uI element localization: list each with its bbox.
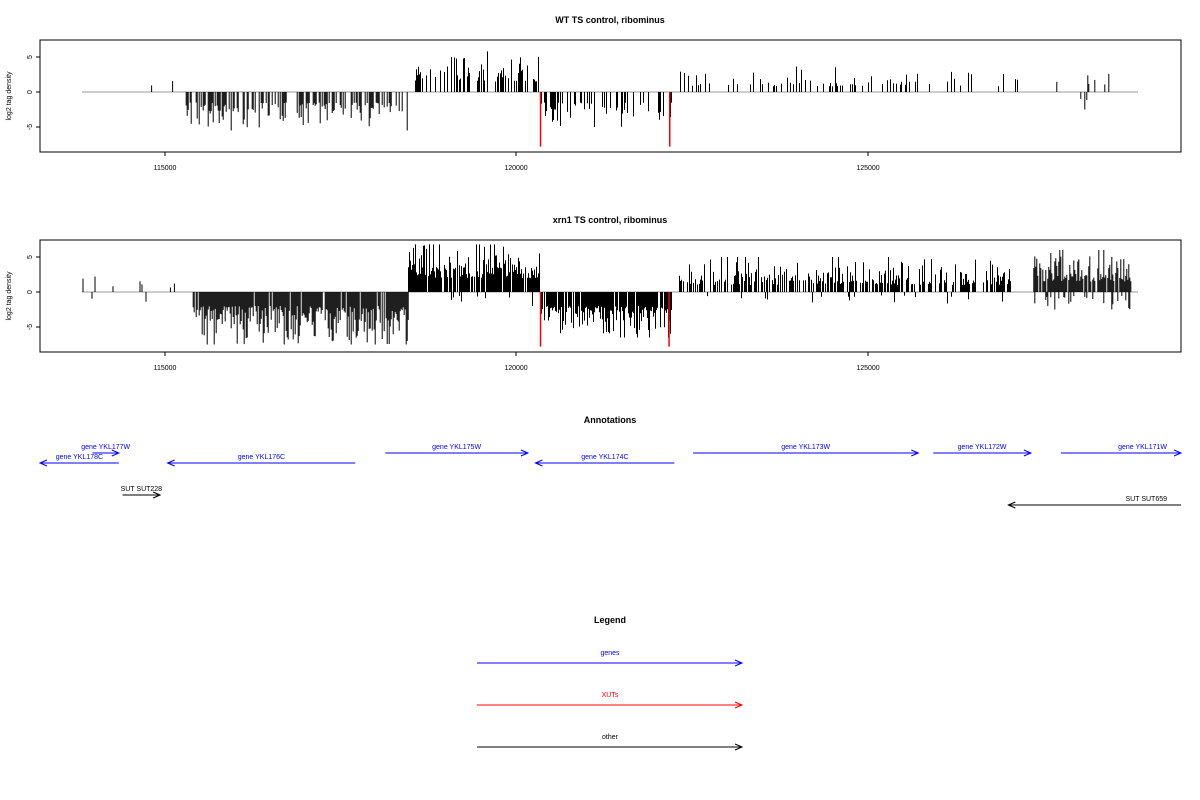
arrowhead-icon — [534, 459, 543, 467]
y-tick-label: -5 — [27, 124, 34, 130]
annotation-feature: gene YKL177W — [81, 444, 131, 457]
legend: Legend genes XUTs other — [477, 615, 744, 751]
arrowhead-icon — [734, 743, 744, 751]
annotation-feature: gene YKL175W — [385, 444, 530, 457]
arrowhead-icon — [166, 459, 175, 467]
x-tick-label: 125000 — [856, 165, 879, 172]
arrowhead-icon — [111, 449, 121, 457]
feature-label: gene YKL176C — [238, 454, 285, 461]
panel-title: WT TS control, ribominus — [555, 15, 665, 25]
x-tick-label: 120000 — [504, 365, 527, 372]
y-axis-label: log2 tag density — [6, 71, 13, 121]
legend-label: genes — [600, 650, 620, 657]
x-tick-label: 120000 — [504, 165, 527, 172]
feature-label: gene YKL173W — [781, 444, 830, 451]
arrowhead-icon — [1007, 501, 1016, 509]
y-tick-label: 0 — [27, 90, 34, 94]
annotation-feature: gene YKL174C — [534, 454, 675, 467]
feature-label: gene YKL175W — [432, 444, 481, 451]
panel-title: xrn1 TS control, ribominus — [553, 215, 668, 225]
annotation-feature: gene YKL173W — [693, 444, 920, 457]
y-axis-label: log2 tag density — [6, 271, 13, 321]
annotation-feature: gene YKL178C — [38, 454, 119, 467]
arrowhead-icon — [520, 449, 530, 457]
feature-label: gene YKL172W — [958, 444, 1007, 451]
feature-label: gene YKL177W — [81, 444, 130, 451]
arrowhead-icon — [1173, 449, 1183, 457]
x-axis: 115000 120000 125000 — [154, 352, 880, 372]
legend-label: other — [602, 734, 619, 741]
x-axis: 115000 120000 125000 — [154, 152, 880, 172]
legend-title: Legend — [594, 615, 626, 625]
feature-label: SUT SUT659 — [1126, 496, 1168, 503]
y-axis: 5 0 -5 — [27, 255, 40, 330]
annotation-feature: SUT SUT228 — [121, 486, 163, 499]
plot-frame — [39, 239, 1182, 353]
arrowhead-icon — [152, 491, 162, 499]
annotation-feature: gene YKL176C — [166, 454, 356, 467]
arrowhead-icon — [38, 459, 48, 467]
plot-frame — [39, 39, 1182, 153]
y-axis: 5 0 -5 — [27, 55, 40, 130]
y-tick-label: 5 — [27, 255, 34, 259]
coverage-bars — [82, 51, 1138, 147]
x-tick-label: 125000 — [856, 365, 879, 372]
annotations-title: Annotations — [584, 415, 637, 425]
feature-label: gene YKL174C — [581, 454, 628, 461]
y-tick-label: -5 — [27, 324, 34, 330]
y-tick-label: 0 — [27, 290, 34, 294]
legend-item: other — [477, 734, 744, 751]
annotation-feature: gene YKL171W — [1060, 444, 1183, 457]
annotation-feature: SUT SUT659 — [1007, 496, 1181, 509]
wt-coverage-panel: WT TS control, ribominus log2 tag densit… — [6, 15, 1182, 172]
arrowhead-icon — [911, 449, 920, 457]
legend-item: genes — [477, 650, 744, 667]
coverage-bars — [82, 244, 1138, 347]
arrowhead-icon — [734, 659, 744, 667]
legend-items: genes XUTs other — [477, 650, 744, 751]
annotation-feature: gene YKL172W — [933, 444, 1033, 457]
annotation-features: gene YKL177W gene YKL178C gene YKL176C gene… — [38, 444, 1183, 509]
y-tick-label: 5 — [27, 55, 34, 59]
x-tick-label: 115000 — [154, 165, 177, 172]
arrowhead-icon — [1023, 449, 1033, 457]
legend-item: XUTs — [477, 692, 744, 709]
feature-label: SUT SUT228 — [121, 486, 163, 493]
x-tick-label: 115000 — [154, 365, 177, 372]
arrowhead-icon — [734, 701, 744, 709]
feature-label: gene YKL178C — [56, 454, 103, 461]
xrn1-coverage-panel: xrn1 TS control, ribominus log2 tag dens… — [6, 215, 1182, 372]
legend-label: XUTs — [602, 692, 619, 699]
feature-label: gene YKL171W — [1118, 444, 1167, 451]
